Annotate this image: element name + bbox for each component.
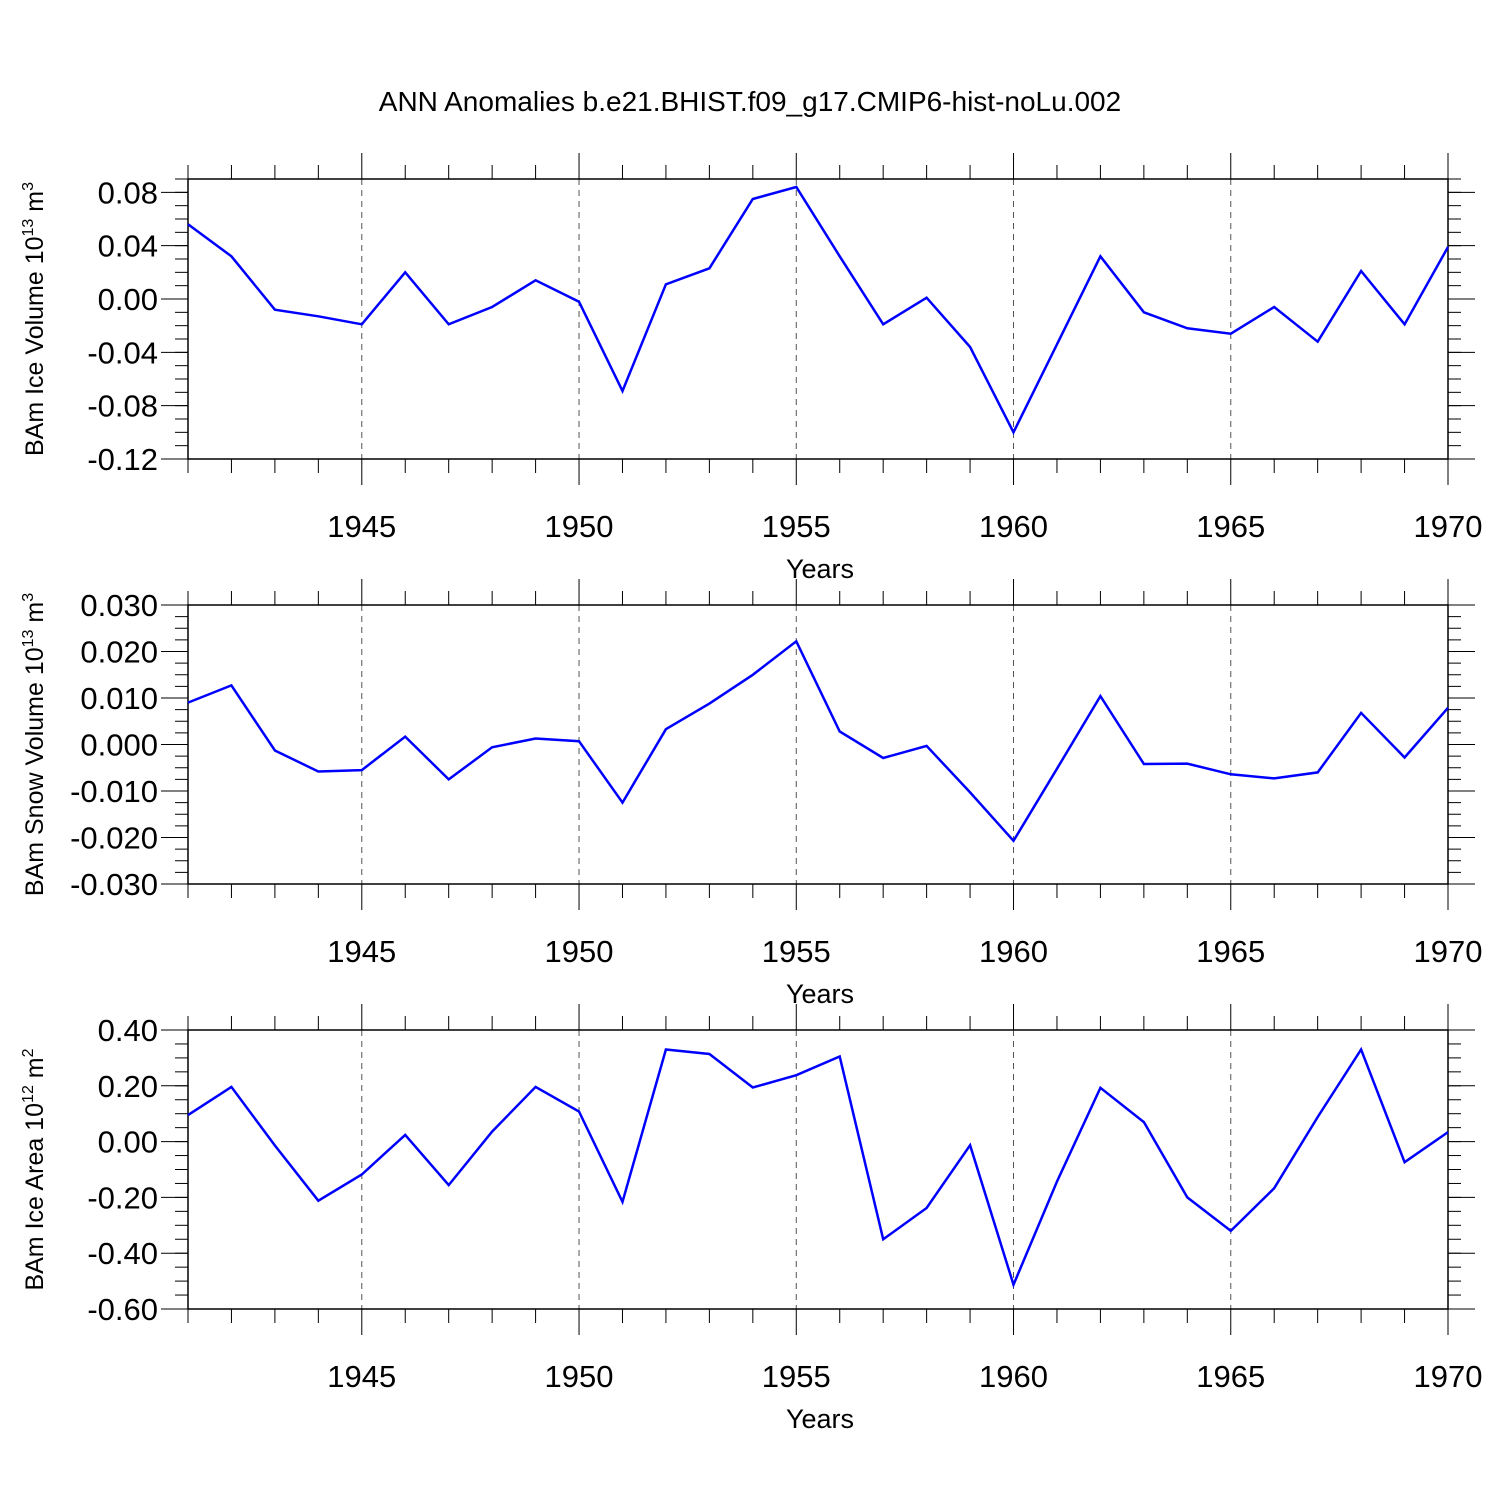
x-tick-label: 1965: [1196, 509, 1265, 544]
panel-1: -0.12 -0.08 -0.04 0.00 0.04 0.08 1945 1950 1955 1…: [20, 153, 1482, 584]
x-tick-label: 1970: [1414, 934, 1483, 969]
panel-3: -0.60 -0.40 -0.20 0.00 0.20 0.40 1945 1950 1955 1…: [20, 1004, 1482, 1434]
x-tick-label: 1970: [1414, 509, 1483, 544]
x-axis-label: Years: [786, 554, 854, 584]
x-tick-label: 1955: [762, 934, 831, 969]
x-tick-label: 1950: [545, 509, 614, 544]
x-tick-label: 1965: [1196, 934, 1265, 969]
y-tick-label: 0.020: [80, 635, 158, 670]
y-tick-label: -0.40: [87, 1236, 158, 1271]
y-tick-label: 0.010: [80, 681, 158, 716]
x-tick-label: 1950: [545, 934, 614, 969]
y-tick-label: -0.60: [87, 1292, 158, 1327]
x-tick-label: 1945: [327, 1359, 396, 1394]
x-tick-label: 1955: [762, 1359, 831, 1394]
y-tick-label: -0.08: [87, 389, 158, 424]
y-tick-label: -0.010: [70, 774, 158, 809]
x-tick-label: 1970: [1414, 1359, 1483, 1394]
y-tick-label: -0.020: [70, 821, 158, 856]
series-line: [187, 185, 1450, 436]
x-tick-label: 1955: [762, 509, 831, 544]
panel-2: -0.030 -0.020 -0.010 0.000 0.010 0.020 0.030 19…: [20, 579, 1482, 1009]
y-tick-label: 0.000: [80, 728, 158, 763]
y-tick-label: -0.04: [87, 335, 158, 370]
x-tick-label: 1945: [327, 509, 396, 544]
x-tick-label: 1945: [327, 934, 396, 969]
y-tick-label: 0.04: [98, 229, 158, 264]
x-tick-label: 1960: [979, 1359, 1048, 1394]
y-tick-label: -0.20: [87, 1180, 158, 1215]
series-line: [187, 1046, 1449, 1289]
x-axis-label: Years: [786, 1404, 854, 1434]
y-tick-label: 0.20: [98, 1069, 158, 1104]
y-tick-label: -0.030: [70, 867, 158, 902]
y-tick-label: 0.40: [98, 1013, 158, 1048]
x-axis-label: Years: [786, 979, 854, 1009]
x-tick-label: 1950: [545, 1359, 614, 1394]
y-tick-label: -0.12: [87, 442, 158, 477]
y-tick-label: 0.00: [98, 282, 158, 317]
y-tick-label: 0.00: [98, 1125, 158, 1160]
y-axis-label: BAm Snow Volume 1013 m3: [20, 593, 49, 896]
y-axis-label: BAm Ice Area 1012 m2: [20, 1048, 49, 1290]
plot-frame: [187, 604, 1449, 885]
x-tick-label: 1965: [1196, 1359, 1265, 1394]
y-axis-label: BAm Ice Volume 1013 m3: [20, 182, 49, 456]
figure-title: ANN Anomalies b.e21.BHIST.f09_g17.CMIP6-…: [378, 86, 1122, 117]
x-tick-label: 1960: [979, 509, 1048, 544]
y-tick-label: 0.08: [98, 175, 158, 210]
plot-frame: [187, 1029, 1449, 1310]
plot-frame: [187, 178, 1449, 460]
series-line: [187, 639, 1449, 843]
x-tick-label: 1960: [979, 934, 1048, 969]
y-tick-label: 0.030: [80, 588, 158, 623]
